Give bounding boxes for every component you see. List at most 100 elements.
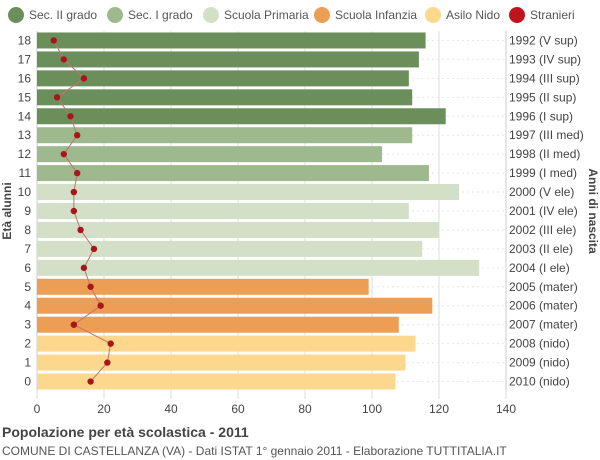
age-tick-label: 5 xyxy=(24,280,31,294)
age-tick-label: 4 xyxy=(24,299,31,313)
year-tick-label: 2002 (III ele) xyxy=(509,223,576,237)
legend-swatch xyxy=(107,7,123,23)
age-tick-label: 17 xyxy=(18,52,32,66)
legend-swatch xyxy=(425,7,441,23)
bar-age-10 xyxy=(37,184,460,201)
stranieri-point xyxy=(80,75,88,82)
stranieri-point xyxy=(80,264,88,272)
bar-age-18 xyxy=(37,32,426,49)
stranieri-point xyxy=(77,226,84,234)
chart-legend: Sec. II grado Sec. I grado Scuola Primaria… xyxy=(8,7,575,23)
year-tick-label: 2009 (nido) xyxy=(509,356,570,370)
age-tick-label: 6 xyxy=(24,261,31,275)
legend-label: Scuola Primaria xyxy=(224,8,309,22)
x-tick-label: 60 xyxy=(231,402,245,416)
stranieri-point xyxy=(67,113,74,120)
chart-footer-title: Popolazione per età scolastica - 2011 xyxy=(2,424,249,440)
stranieri-point xyxy=(97,302,104,309)
year-tick-label: 2005 (mater) xyxy=(509,280,578,294)
bar-age-0 xyxy=(37,373,396,390)
bar-age-7 xyxy=(37,240,423,257)
year-tick-label: 2007 (mater) xyxy=(509,318,578,332)
stranieri-point xyxy=(74,132,81,139)
age-tick-label: 14 xyxy=(18,109,32,123)
bar-age-12 xyxy=(37,146,383,163)
legend-swatch xyxy=(8,7,24,23)
tick-labels: 18 1992 (V sup)17 1993 (IV sup)16 1994 (III… xyxy=(18,33,584,416)
age-tick-label: 3 xyxy=(24,318,31,332)
chart-footer-source: COMUNE DI CASTELLANZA (VA) - Dati ISTAT … xyxy=(2,444,507,458)
stranieri-point xyxy=(104,359,111,366)
stranieri-point xyxy=(60,56,67,63)
year-tick-label: 1992 (V sup) xyxy=(509,33,578,47)
age-tick-label: 13 xyxy=(18,128,32,142)
stranieri-point xyxy=(87,378,94,385)
legend-swatch xyxy=(203,7,219,23)
bar-age-4 xyxy=(37,297,433,314)
age-tick-label: 15 xyxy=(18,90,32,104)
age-tick-label: 1 xyxy=(24,356,31,370)
legend-swatch xyxy=(509,7,525,23)
x-tick-label: 20 xyxy=(97,402,111,416)
year-tick-label: 2010 (nido) xyxy=(509,375,570,389)
age-tick-label: 10 xyxy=(18,185,32,199)
stranieri-point xyxy=(74,169,81,177)
stranieri-series xyxy=(50,37,114,385)
stranieri-point xyxy=(70,207,78,215)
bar-age-1 xyxy=(37,354,406,371)
stranieri-point xyxy=(60,150,67,158)
legend-label: Asilo Nido xyxy=(446,8,500,22)
age-tick-label: 16 xyxy=(18,71,32,85)
year-tick-label: 1999 (I med) xyxy=(509,166,577,180)
age-tick-label: 12 xyxy=(18,147,32,161)
x-tick-label: 140 xyxy=(496,402,516,416)
x-tick-label: 0 xyxy=(34,402,41,416)
year-tick-label: 1998 (II med) xyxy=(509,147,580,161)
legend-label: Scuola Infanzia xyxy=(335,8,417,22)
legend-swatch xyxy=(314,7,330,23)
x-tick-label: 100 xyxy=(362,402,382,416)
age-tick-label: 0 xyxy=(24,375,31,389)
bar-age-16 xyxy=(37,70,409,87)
bar-age-8 xyxy=(37,221,439,238)
year-tick-label: 2003 (II ele) xyxy=(509,242,573,256)
bar-age-6 xyxy=(37,259,480,276)
age-tick-label: 11 xyxy=(19,166,32,180)
x-tick-label: 120 xyxy=(429,402,449,416)
legend-label: Stranieri xyxy=(530,8,575,22)
legend-label: Sec. I grado xyxy=(128,8,193,22)
bar-age-2 xyxy=(37,335,416,352)
age-tick-label: 7 xyxy=(24,242,31,256)
bar-age-11 xyxy=(37,165,429,182)
stranieri-point xyxy=(87,283,94,290)
stranieri-point xyxy=(70,321,78,328)
bar-age-17 xyxy=(37,51,419,68)
bar-age-5 xyxy=(37,278,369,295)
bar-age-3 xyxy=(37,316,399,333)
age-tick-label: 2 xyxy=(24,337,31,351)
year-tick-label: 1994 (III sup) xyxy=(509,71,580,85)
age-tick-label: 8 xyxy=(24,223,31,237)
legend-label: Sec. II grado xyxy=(29,8,97,22)
bar-age-13 xyxy=(37,127,413,144)
year-tick-label: 1995 (II sup) xyxy=(509,90,576,104)
year-tick-label: 2008 (nido) xyxy=(509,337,570,351)
year-tick-label: 2001 (IV ele) xyxy=(509,204,578,218)
stranieri-point xyxy=(50,37,57,44)
x-tick-label: 80 xyxy=(298,402,312,416)
year-tick-label: 1996 (I sup) xyxy=(509,109,573,123)
year-tick-label: 2000 (V ele) xyxy=(509,185,574,199)
stranieri-point xyxy=(70,188,78,196)
bar-age-15 xyxy=(37,89,413,106)
bar-age-14 xyxy=(37,108,446,125)
year-tick-label: 2004 (I ele) xyxy=(509,261,570,275)
bars-group xyxy=(37,32,480,390)
y-axis-title-right: Anni di nascita xyxy=(586,168,600,254)
year-tick-label: 1997 (III med) xyxy=(509,128,584,142)
year-tick-label: 2006 (mater) xyxy=(509,299,578,313)
y-axis-title-left: Età alunni xyxy=(0,182,14,239)
stranieri-point xyxy=(90,245,98,253)
bar-age-9 xyxy=(37,203,409,219)
stranieri-point xyxy=(107,340,114,347)
